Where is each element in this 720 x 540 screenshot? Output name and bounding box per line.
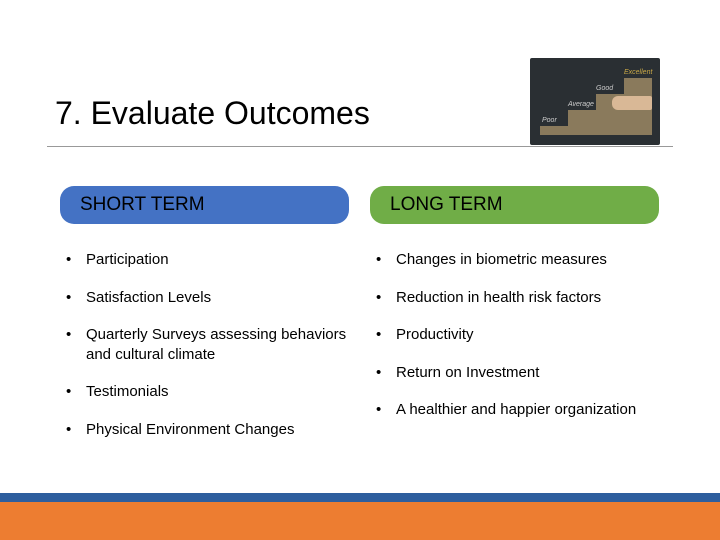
list-item: Productivity <box>370 325 670 345</box>
footer-blue-stripe <box>0 493 720 502</box>
step-block <box>540 126 568 135</box>
list-item-text: Participation <box>86 251 169 268</box>
list-item-text: Return on Investment <box>396 364 539 381</box>
list-item-text: Satisfaction Levels <box>86 289 211 306</box>
short-term-heading: SHORT TERM <box>80 194 205 216</box>
list-item: Physical Environment Changes <box>60 420 360 440</box>
footer-orange-stripe <box>0 502 720 540</box>
short-term-list: Participation Satisfaction Levels Quarte… <box>60 250 360 457</box>
list-item: Return on Investment <box>370 363 670 383</box>
list-item: A healthier and happier organization <box>370 400 670 420</box>
slide-title: 7. Evaluate Outcomes <box>55 95 370 132</box>
step-block <box>568 110 596 135</box>
list-item-text: Physical Environment Changes <box>86 421 294 438</box>
footer-bar <box>0 493 720 540</box>
list-item: Participation <box>60 250 360 270</box>
step-label: Average <box>568 101 594 108</box>
list-item-text: Productivity <box>396 326 474 343</box>
step-label: Good <box>596 85 613 92</box>
long-term-list: Changes in biometric measures Reduction … <box>370 250 670 438</box>
list-item-text: A healthier and happier organization <box>396 401 636 418</box>
list-item-text: Testimonials <box>86 383 169 400</box>
list-item: Reduction in health risk factors <box>370 288 670 308</box>
slide: { "title": "7. Evaluate Outcomes", "corn… <box>0 0 720 540</box>
list-item-text: Changes in biometric measures <box>396 251 607 268</box>
short-term-heading-pill: SHORT TERM <box>60 186 349 224</box>
step-label: Poor <box>542 117 557 124</box>
list-item: Testimonials <box>60 382 360 402</box>
corner-illustration: Poor Average Good Excellent <box>530 58 660 145</box>
list-item-text: Quarterly Surveys assessing behaviors an… <box>86 326 346 363</box>
long-term-heading: LONG TERM <box>390 194 503 216</box>
long-term-heading-pill: LONG TERM <box>370 186 659 224</box>
list-item-text: Reduction in health risk factors <box>396 289 601 306</box>
title-underline <box>47 146 673 147</box>
step-label: Excellent <box>624 69 652 76</box>
hand-graphic <box>612 96 652 110</box>
list-item: Changes in biometric measures <box>370 250 670 270</box>
list-item: Quarterly Surveys assessing behaviors an… <box>60 325 360 364</box>
list-item: Satisfaction Levels <box>60 288 360 308</box>
